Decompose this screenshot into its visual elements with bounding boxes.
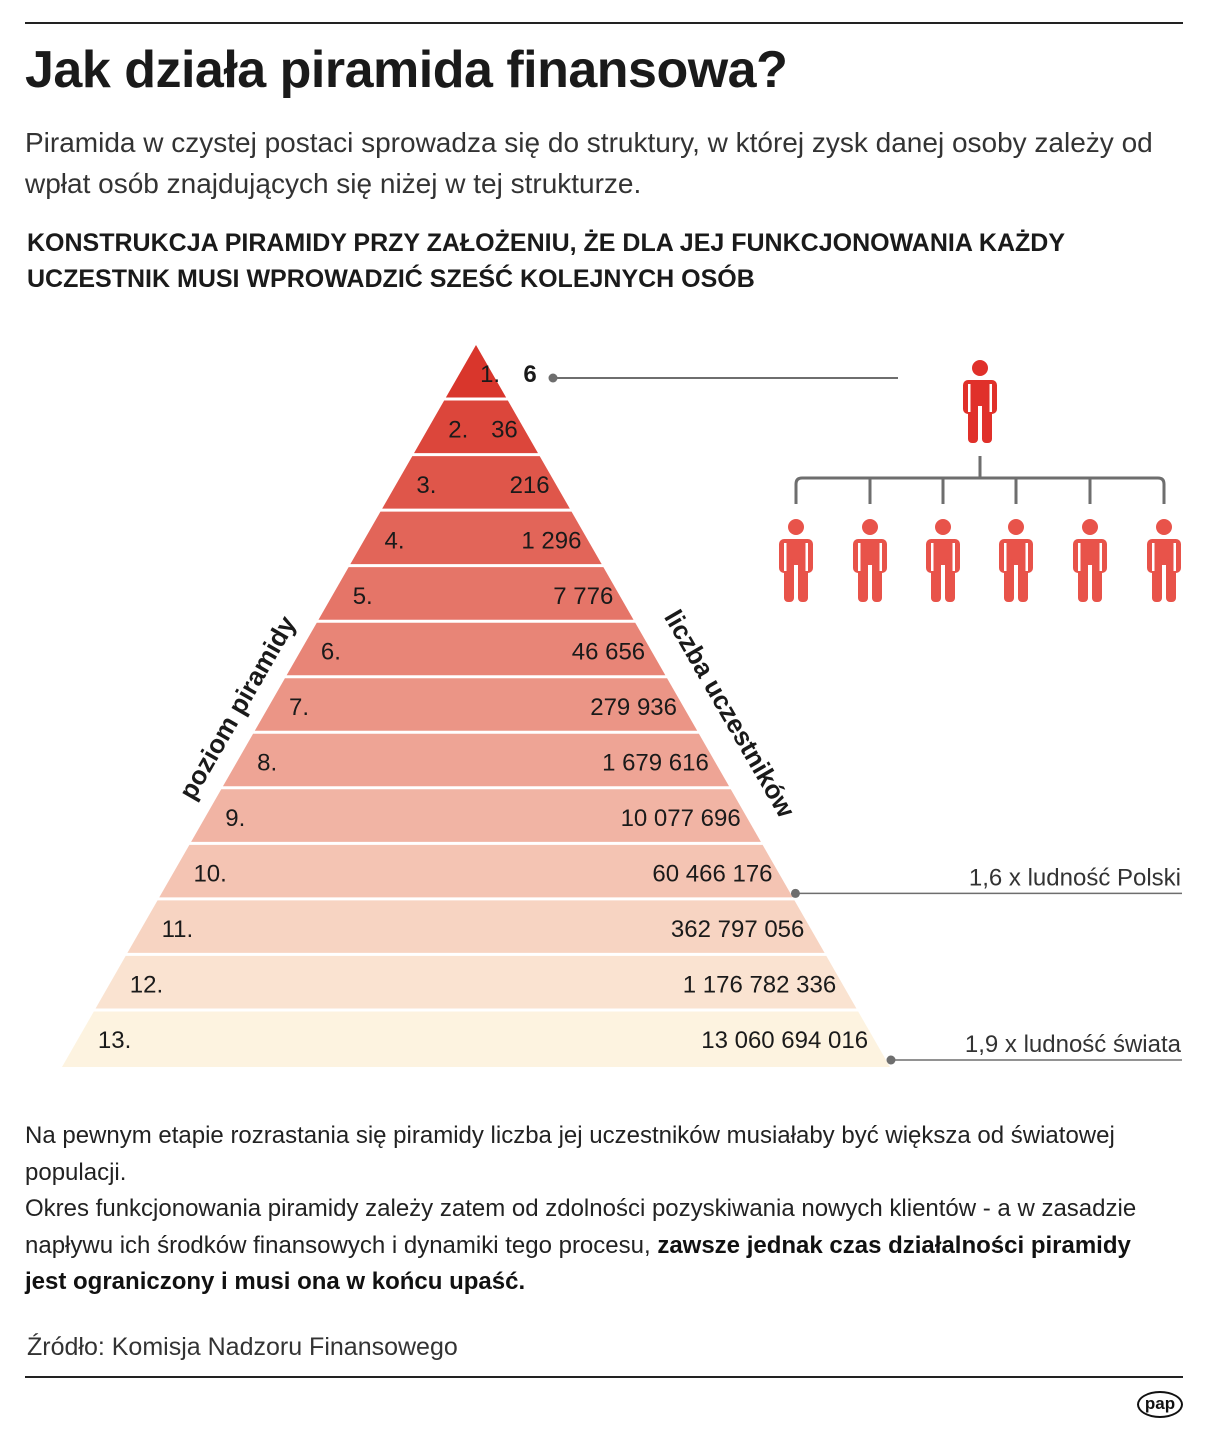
pyramid-level-band — [95, 955, 857, 1009]
annotation-text: 1,9 x ludność świata — [965, 1031, 1182, 1058]
page-title: Jak działa piramida finansowa? — [25, 41, 788, 99]
participant-count: 1 296 — [521, 527, 581, 554]
level-number: 4. — [385, 527, 405, 554]
bottom-rule — [25, 1376, 1183, 1378]
level-number: 13. — [98, 1027, 131, 1054]
participant-count: 10 077 696 — [621, 805, 741, 832]
level-number: 5. — [353, 583, 373, 610]
participant-count: 216 — [510, 472, 550, 499]
footer-line-2-bold: zawsze jednak czas działalności piramidy… — [25, 1231, 1131, 1296]
top-rule — [25, 22, 1183, 24]
participant-count: 6 — [523, 361, 536, 388]
level-number: 9. — [225, 805, 245, 832]
participant-count: 7 776 — [553, 583, 613, 610]
source: Źródło: Komisja Nadzoru Finansowego — [27, 1333, 458, 1361]
level-number: 3. — [416, 472, 436, 499]
footer-text: Na pewnym etapie rozrastania się piramid… — [25, 1118, 1175, 1301]
pyramid-level-band — [382, 456, 570, 509]
level-number: 11. — [162, 916, 194, 943]
pyramid-level-band — [254, 678, 698, 731]
pyramid-level-band — [350, 511, 602, 565]
participant-count: 13 060 694 016 — [701, 1027, 868, 1054]
level-number: 1. — [480, 361, 500, 388]
pyramid-level-band — [127, 900, 825, 953]
pyramid-level-band — [222, 733, 730, 787]
level-number: 6. — [321, 638, 341, 665]
participant-count: 1 176 782 336 — [683, 972, 836, 999]
participant-count: 46 656 — [572, 638, 645, 665]
person-icon — [1147, 519, 1181, 602]
person-icon — [779, 519, 813, 602]
annotation-text: 1,6 x ludność Polski — [969, 864, 1181, 891]
participant-count: 279 936 — [590, 694, 677, 721]
pap-logo: pap — [1137, 1391, 1183, 1418]
level-number: 8. — [257, 750, 277, 777]
level-number: 12. — [130, 972, 163, 999]
pyramid-level-band — [414, 400, 538, 454]
pyramid-level-band — [62, 1011, 890, 1067]
level-number: 2. — [448, 416, 468, 443]
pyramid-diagram: 1. 6 2. 36 3. 216 4. 1 296 5. 7 776 6. 46 656 7. 279 … — [62, 345, 1182, 1067]
level-number: 7. — [289, 694, 309, 721]
participant-count: 1 679 616 — [602, 750, 709, 777]
pyramid-level-band — [191, 789, 761, 842]
pyramid-level-band — [445, 345, 507, 398]
level-number: 10. — [193, 861, 226, 888]
pyramid-level-band — [318, 567, 634, 620]
person-icon — [999, 519, 1033, 602]
person-icon — [1073, 519, 1107, 602]
section-heading: KONSTRUKCJA PIRAMIDY PRZY ZAŁOŻENIU, ŻE … — [27, 229, 1065, 293]
footer-line-1: Na pewnym etapie rozrastania się piramid… — [25, 1122, 1115, 1186]
participant-count: 362 797 056 — [671, 916, 804, 943]
person-icon — [853, 519, 887, 602]
footer-line-2: Okres funkcjonowania piramidy zależy zat… — [25, 1195, 1137, 1259]
pyramid-level-band — [159, 844, 793, 898]
tree-connector — [794, 476, 1166, 504]
pyramid-level-band — [286, 622, 666, 676]
participant-count: 60 466 176 — [652, 861, 772, 888]
person-icon — [963, 360, 997, 443]
person-icon — [926, 519, 960, 602]
subtitle: Piramida w czystej postaci sprowadza się… — [25, 127, 1153, 199]
participant-count: 36 — [491, 416, 518, 443]
